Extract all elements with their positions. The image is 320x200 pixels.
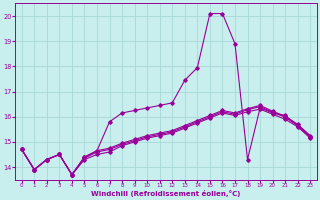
X-axis label: Windchill (Refroidissement éolien,°C): Windchill (Refroidissement éolien,°C) xyxy=(91,190,241,197)
